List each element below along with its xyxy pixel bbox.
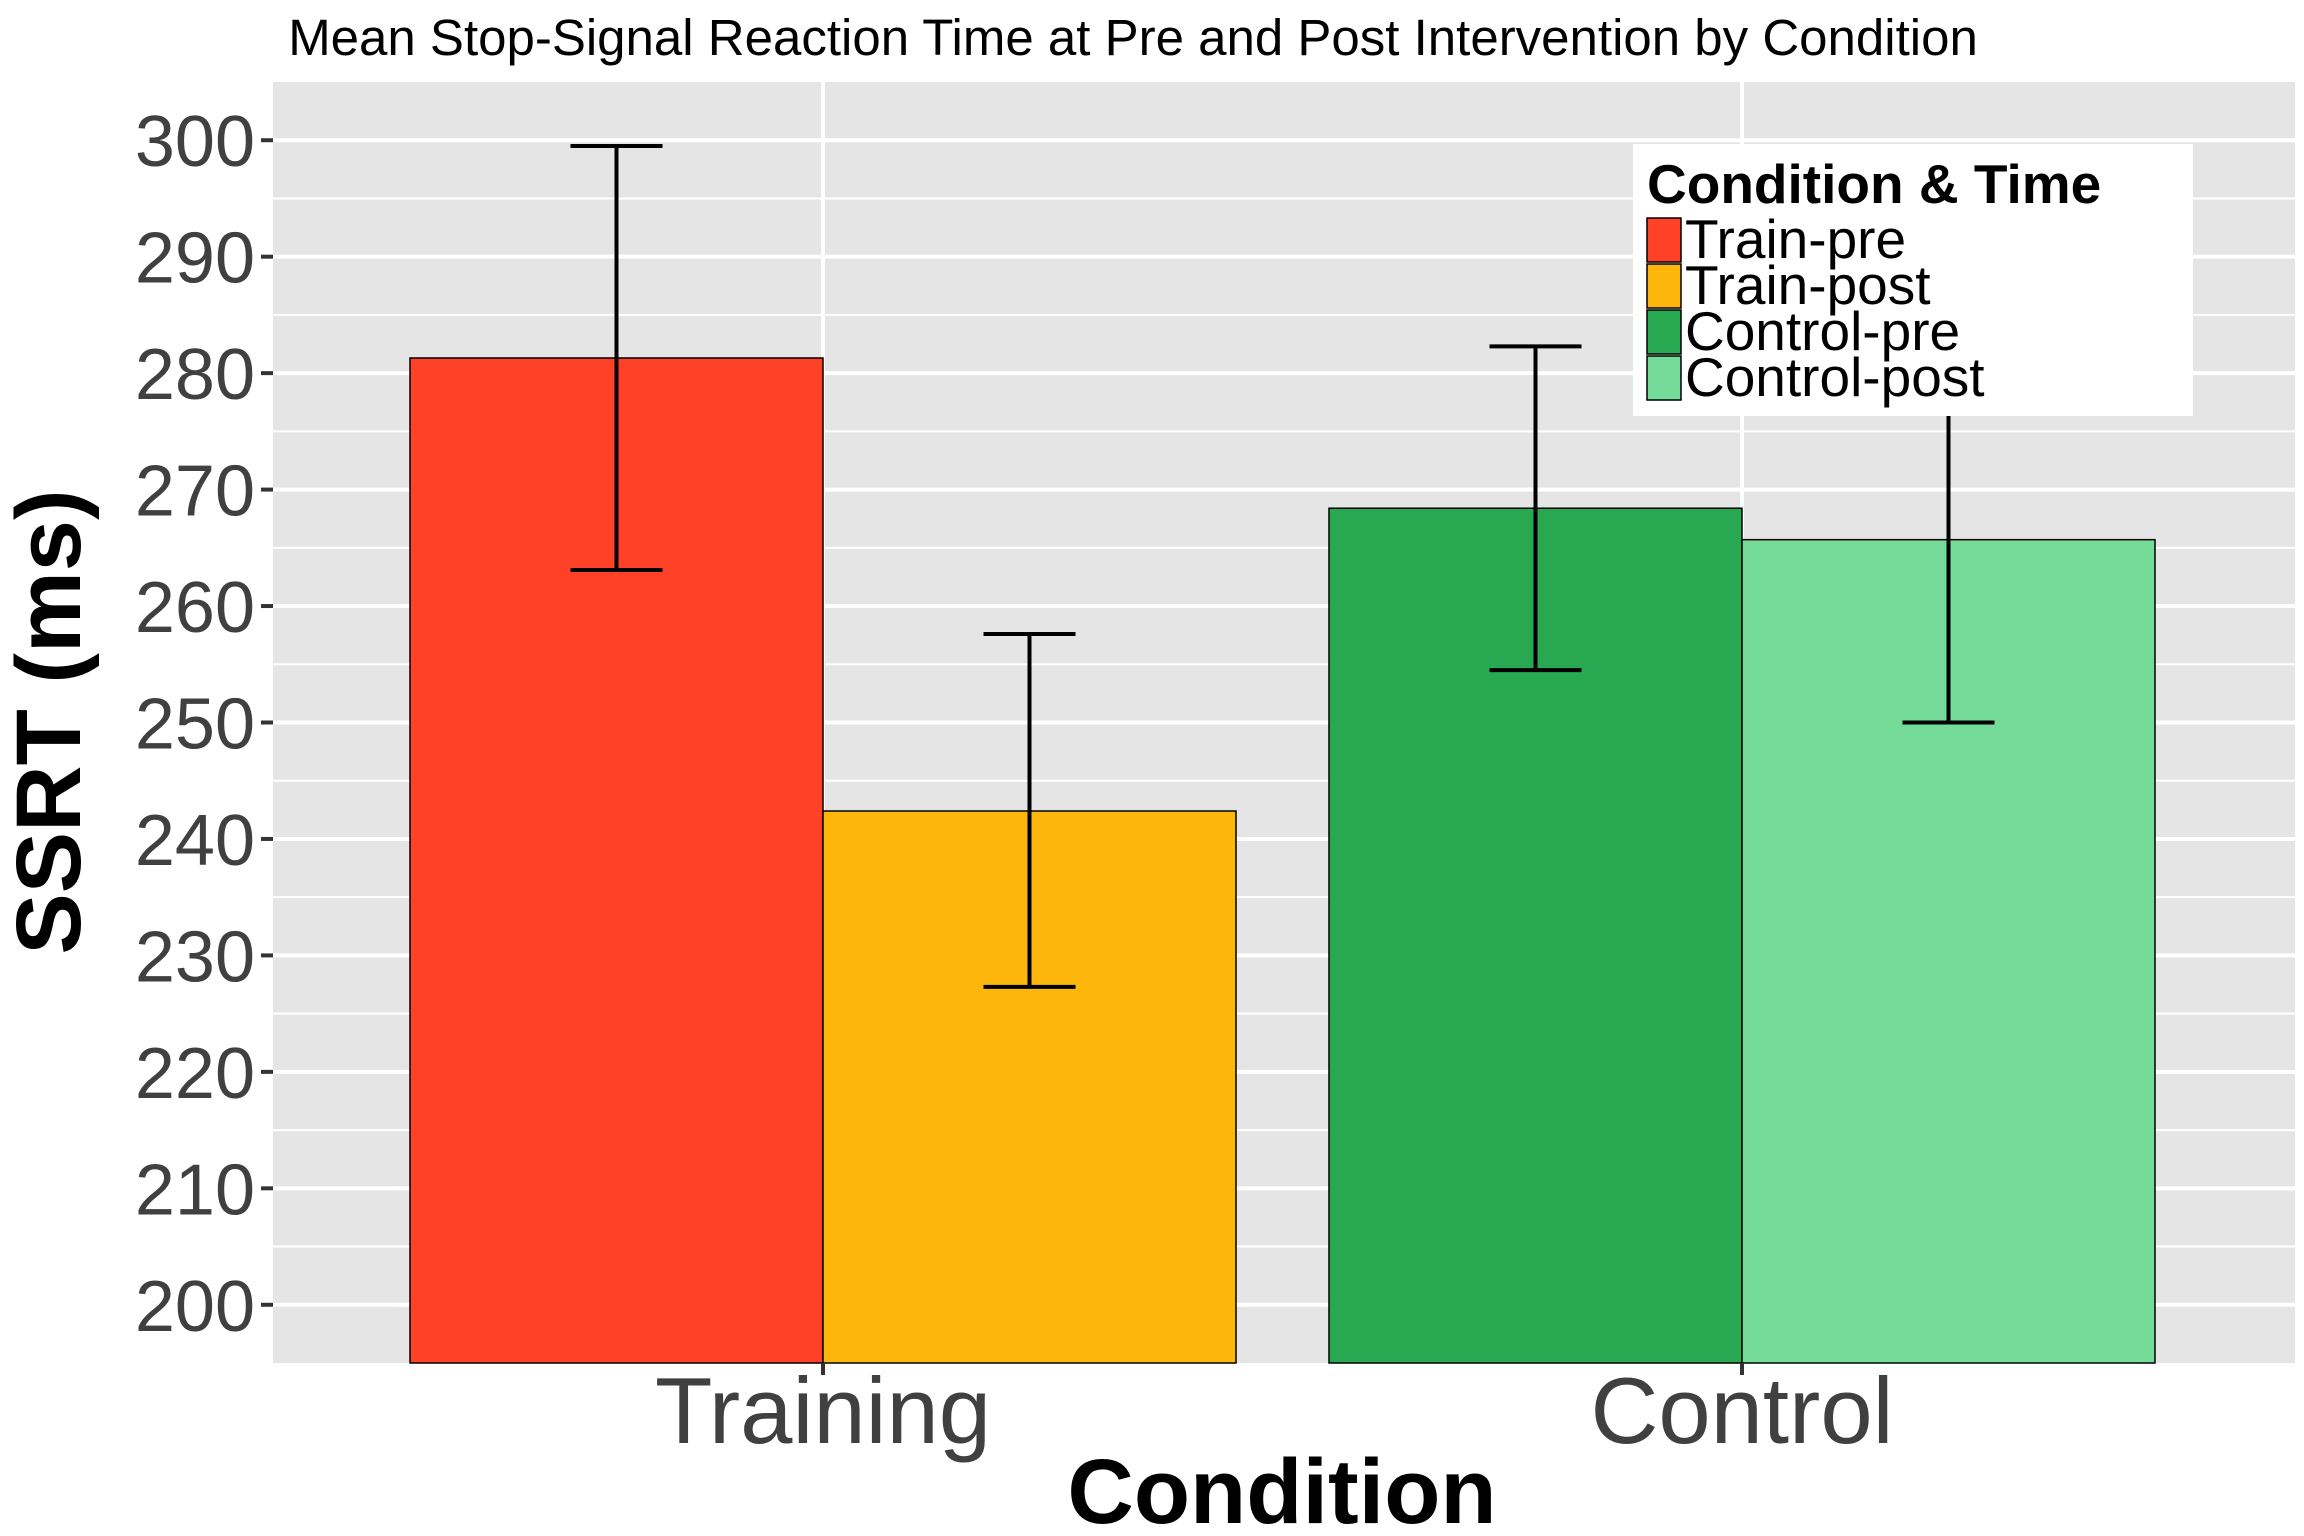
error-bars xyxy=(570,144,1995,989)
bars xyxy=(409,357,2156,1364)
y-tick-label: 270 xyxy=(135,452,255,532)
x-axis-ticks: Training Control xyxy=(655,1358,1894,1463)
y-tick-label: 220 xyxy=(135,1034,255,1114)
y-tick-label: 240 xyxy=(135,801,255,881)
x-tick-label: Control xyxy=(1590,1358,1893,1463)
y-tick-label: 250 xyxy=(135,685,255,765)
chart-title: Mean Stop-Signal Reaction Time at Pre an… xyxy=(288,9,1978,66)
y-tick-label: 260 xyxy=(135,568,255,648)
y-tick-label: 280 xyxy=(135,335,255,415)
legend-key xyxy=(1646,309,1682,355)
x-tick-label: Training xyxy=(655,1358,991,1463)
legend-key xyxy=(1646,217,1682,263)
legend-label: Control-pre xyxy=(1685,300,1960,362)
y-axis-ticks: 200 210 220 230 240 250 260 270 280 290 300 xyxy=(135,102,273,1347)
legend-key xyxy=(1646,355,1682,401)
legend-label: Train-pre xyxy=(1685,208,1906,270)
legend-background xyxy=(1633,144,2193,416)
y-tick-label: 230 xyxy=(135,917,255,997)
y-tick-label: 200 xyxy=(135,1267,255,1347)
x-axis-title: Condition xyxy=(1067,1441,1496,1536)
legend-title: Condition & Time xyxy=(1647,153,2101,215)
y-tick-label: 290 xyxy=(135,219,255,299)
legend-items: Train-preTrain-postControl-preControl-po… xyxy=(1646,208,1985,408)
y-axis-title: SSRT (ms) xyxy=(0,489,100,954)
y-tick-label: 300 xyxy=(135,102,255,182)
y-tick-label: 210 xyxy=(135,1150,255,1230)
bar-control-pre xyxy=(1328,507,1743,1364)
legend: Condition & Time Train-preTrain-postCont… xyxy=(1633,144,2193,416)
legend-label: Train-post xyxy=(1685,254,1931,316)
legend-label: Control-post xyxy=(1685,346,1985,408)
legend-key xyxy=(1646,263,1682,309)
